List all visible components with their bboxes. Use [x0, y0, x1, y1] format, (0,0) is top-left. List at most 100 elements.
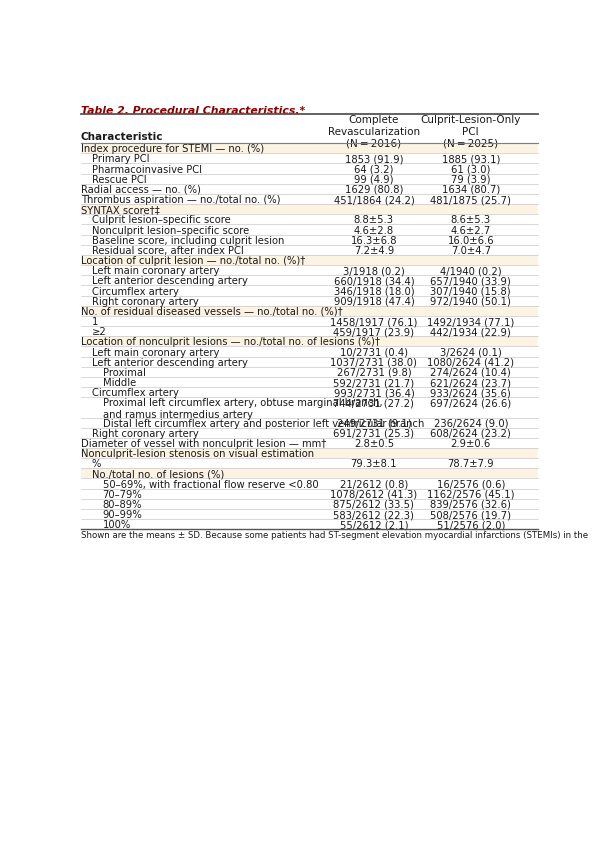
Text: Culprit lesion–specific score: Culprit lesion–specific score [92, 216, 231, 225]
Text: 1080/2624 (41.2): 1080/2624 (41.2) [427, 357, 514, 368]
Text: 691/2731 (25.3): 691/2731 (25.3) [333, 429, 414, 439]
Text: 993/2731 (36.4): 993/2731 (36.4) [333, 388, 414, 398]
Text: 1629 (80.8): 1629 (80.8) [345, 185, 403, 195]
Text: 64 (3.2): 64 (3.2) [354, 165, 394, 175]
Text: 61 (3.0): 61 (3.0) [451, 165, 490, 175]
Text: Middle: Middle [103, 378, 136, 388]
Text: Location of nonculprit lesions — no./total no. of lesions (%)†: Location of nonculprit lesions — no./tot… [81, 337, 380, 347]
Text: 236/2624 (9.0): 236/2624 (9.0) [434, 419, 508, 429]
Bar [81, 336, 538, 346]
Text: 7.2±4.9: 7.2±4.9 [354, 246, 394, 256]
Text: 70–79%: 70–79% [103, 490, 143, 500]
Text: 608/2624 (23.2): 608/2624 (23.2) [431, 429, 511, 439]
Text: Proximal: Proximal [103, 368, 146, 378]
Text: ≥2: ≥2 [92, 327, 106, 337]
Text: 2.9±0.6: 2.9±0.6 [451, 439, 491, 449]
Text: Circumflex artery: Circumflex artery [92, 286, 179, 296]
Text: 3/2624 (0.1): 3/2624 (0.1) [440, 347, 502, 357]
Bar [81, 326, 538, 336]
Text: 839/2576 (32.6): 839/2576 (32.6) [430, 500, 511, 510]
Bar [81, 479, 538, 489]
Text: 4/1940 (0.2): 4/1940 (0.2) [440, 267, 501, 276]
Text: 442/1934 (22.9): 442/1934 (22.9) [431, 327, 511, 337]
Text: Diameter of vessel with nonculprit lesion — mm†: Diameter of vessel with nonculprit lesio… [81, 439, 326, 449]
Text: 4.6±2.8: 4.6±2.8 [354, 226, 394, 235]
Text: 51/2576 (2.0): 51/2576 (2.0) [437, 520, 505, 531]
Text: Location of culprit lesion — no./total no. (%)†: Location of culprit lesion — no./total n… [81, 256, 305, 266]
Text: Left main coronary artery: Left main coronary artery [92, 347, 219, 357]
Text: Proximal left circumflex artery, obtuse marginal branch,
and ramus intermedius a: Proximal left circumflex artery, obtuse … [103, 398, 382, 420]
Text: 50–69%, with fractional flow reserve <0.80: 50–69%, with fractional flow reserve <0.… [103, 480, 318, 490]
Bar [81, 183, 538, 194]
Text: Table 2. Procedural Characteristics.*: Table 2. Procedural Characteristics.* [81, 106, 305, 116]
Bar [81, 143, 538, 153]
Text: 592/2731 (21.7): 592/2731 (21.7) [333, 378, 414, 388]
Bar [81, 377, 538, 387]
Text: 1078/2612 (41.3): 1078/2612 (41.3) [330, 490, 417, 500]
Text: Characteristic: Characteristic [81, 132, 164, 142]
Text: 55/2612 (2.1): 55/2612 (2.1) [339, 520, 408, 531]
Text: Distal left circumflex artery and posterior left ventricular branch: Distal left circumflex artery and poster… [103, 419, 424, 429]
Text: 78.7±7.9: 78.7±7.9 [448, 459, 494, 469]
Bar [81, 224, 538, 234]
Bar [81, 275, 538, 285]
Text: Shown are the means ± SD. Because some patients had ST-segment elevation myocard: Shown are the means ± SD. Because some p… [81, 531, 588, 540]
Bar [81, 245, 538, 255]
Text: 621/2624 (23.7): 621/2624 (23.7) [430, 378, 511, 388]
Text: 100%: 100% [103, 520, 131, 531]
Text: Complete
Revascularization
(N = 2016): Complete Revascularization (N = 2016) [328, 115, 420, 149]
Bar [81, 387, 538, 397]
Bar [81, 509, 538, 519]
Text: 274/2624 (10.4): 274/2624 (10.4) [431, 368, 511, 378]
Text: Rescue PCI: Rescue PCI [92, 175, 146, 185]
Text: 2.8±0.5: 2.8±0.5 [354, 439, 394, 449]
Text: 744/2731 (27.2): 744/2731 (27.2) [333, 398, 414, 408]
Bar [81, 469, 538, 479]
Text: 249/2731 (9.1): 249/2731 (9.1) [336, 419, 411, 429]
Text: 972/1940 (50.1): 972/1940 (50.1) [430, 296, 511, 306]
Text: 660/1918 (34.4): 660/1918 (34.4) [333, 277, 414, 286]
Bar [81, 499, 538, 509]
Text: Thrombus aspiration — no./total no. (%): Thrombus aspiration — no./total no. (%) [81, 195, 280, 205]
Text: Nonculprit lesion–specific score: Nonculprit lesion–specific score [92, 226, 249, 235]
Bar [81, 489, 538, 499]
Text: 79 (3.9): 79 (3.9) [451, 175, 490, 185]
Text: 1634 (80.7): 1634 (80.7) [442, 185, 500, 195]
Text: SYNTAX score†‡: SYNTAX score†‡ [81, 205, 160, 215]
Bar [81, 367, 538, 377]
Text: 346/1918 (18.0): 346/1918 (18.0) [333, 286, 414, 296]
Bar [81, 214, 538, 224]
Text: 80–89%: 80–89% [103, 500, 142, 510]
Text: 1037/2731 (38.0): 1037/2731 (38.0) [330, 357, 417, 368]
Text: 657/1940 (33.9): 657/1940 (33.9) [431, 277, 511, 286]
Text: 16.3±6.8: 16.3±6.8 [351, 236, 397, 245]
Text: 933/2624 (35.6): 933/2624 (35.6) [431, 388, 511, 398]
Bar [81, 519, 538, 529]
Text: Residual score, after index PCI: Residual score, after index PCI [92, 246, 243, 256]
Text: Nonculprit-lesion stenosis on visual estimation: Nonculprit-lesion stenosis on visual est… [81, 449, 314, 459]
Text: Right coronary artery: Right coronary artery [92, 429, 199, 439]
Bar [81, 153, 538, 163]
Text: Right coronary artery: Right coronary artery [92, 296, 199, 306]
Text: Baseline score, including culprit lesion: Baseline score, including culprit lesion [92, 236, 284, 245]
Text: 8.6±5.3: 8.6±5.3 [451, 216, 491, 225]
Text: Culprit-Lesion-Only
PCI
(N = 2025): Culprit-Lesion-Only PCI (N = 2025) [420, 115, 521, 149]
Text: Left main coronary artery: Left main coronary artery [92, 267, 219, 276]
Text: 90–99%: 90–99% [103, 510, 143, 520]
Text: Circumflex artery: Circumflex artery [92, 388, 179, 398]
Bar [81, 306, 538, 316]
Bar [81, 438, 538, 448]
Bar [81, 357, 538, 367]
Text: 21/2612 (0.8): 21/2612 (0.8) [339, 480, 408, 490]
Bar [81, 285, 538, 295]
Text: 1458/1917 (76.1): 1458/1917 (76.1) [330, 317, 417, 327]
Text: 1885 (93.1): 1885 (93.1) [442, 155, 500, 165]
Text: 307/1940 (15.8): 307/1940 (15.8) [431, 286, 511, 296]
Text: 79.3±8.1: 79.3±8.1 [351, 459, 397, 469]
Text: 583/2612 (22.3): 583/2612 (22.3) [333, 510, 414, 520]
Text: Radial access — no. (%): Radial access — no. (%) [81, 185, 201, 195]
Text: 16/2576 (0.6): 16/2576 (0.6) [437, 480, 505, 490]
Bar [81, 458, 538, 469]
Bar [81, 418, 538, 428]
Text: 697/2624 (26.6): 697/2624 (26.6) [430, 398, 512, 408]
